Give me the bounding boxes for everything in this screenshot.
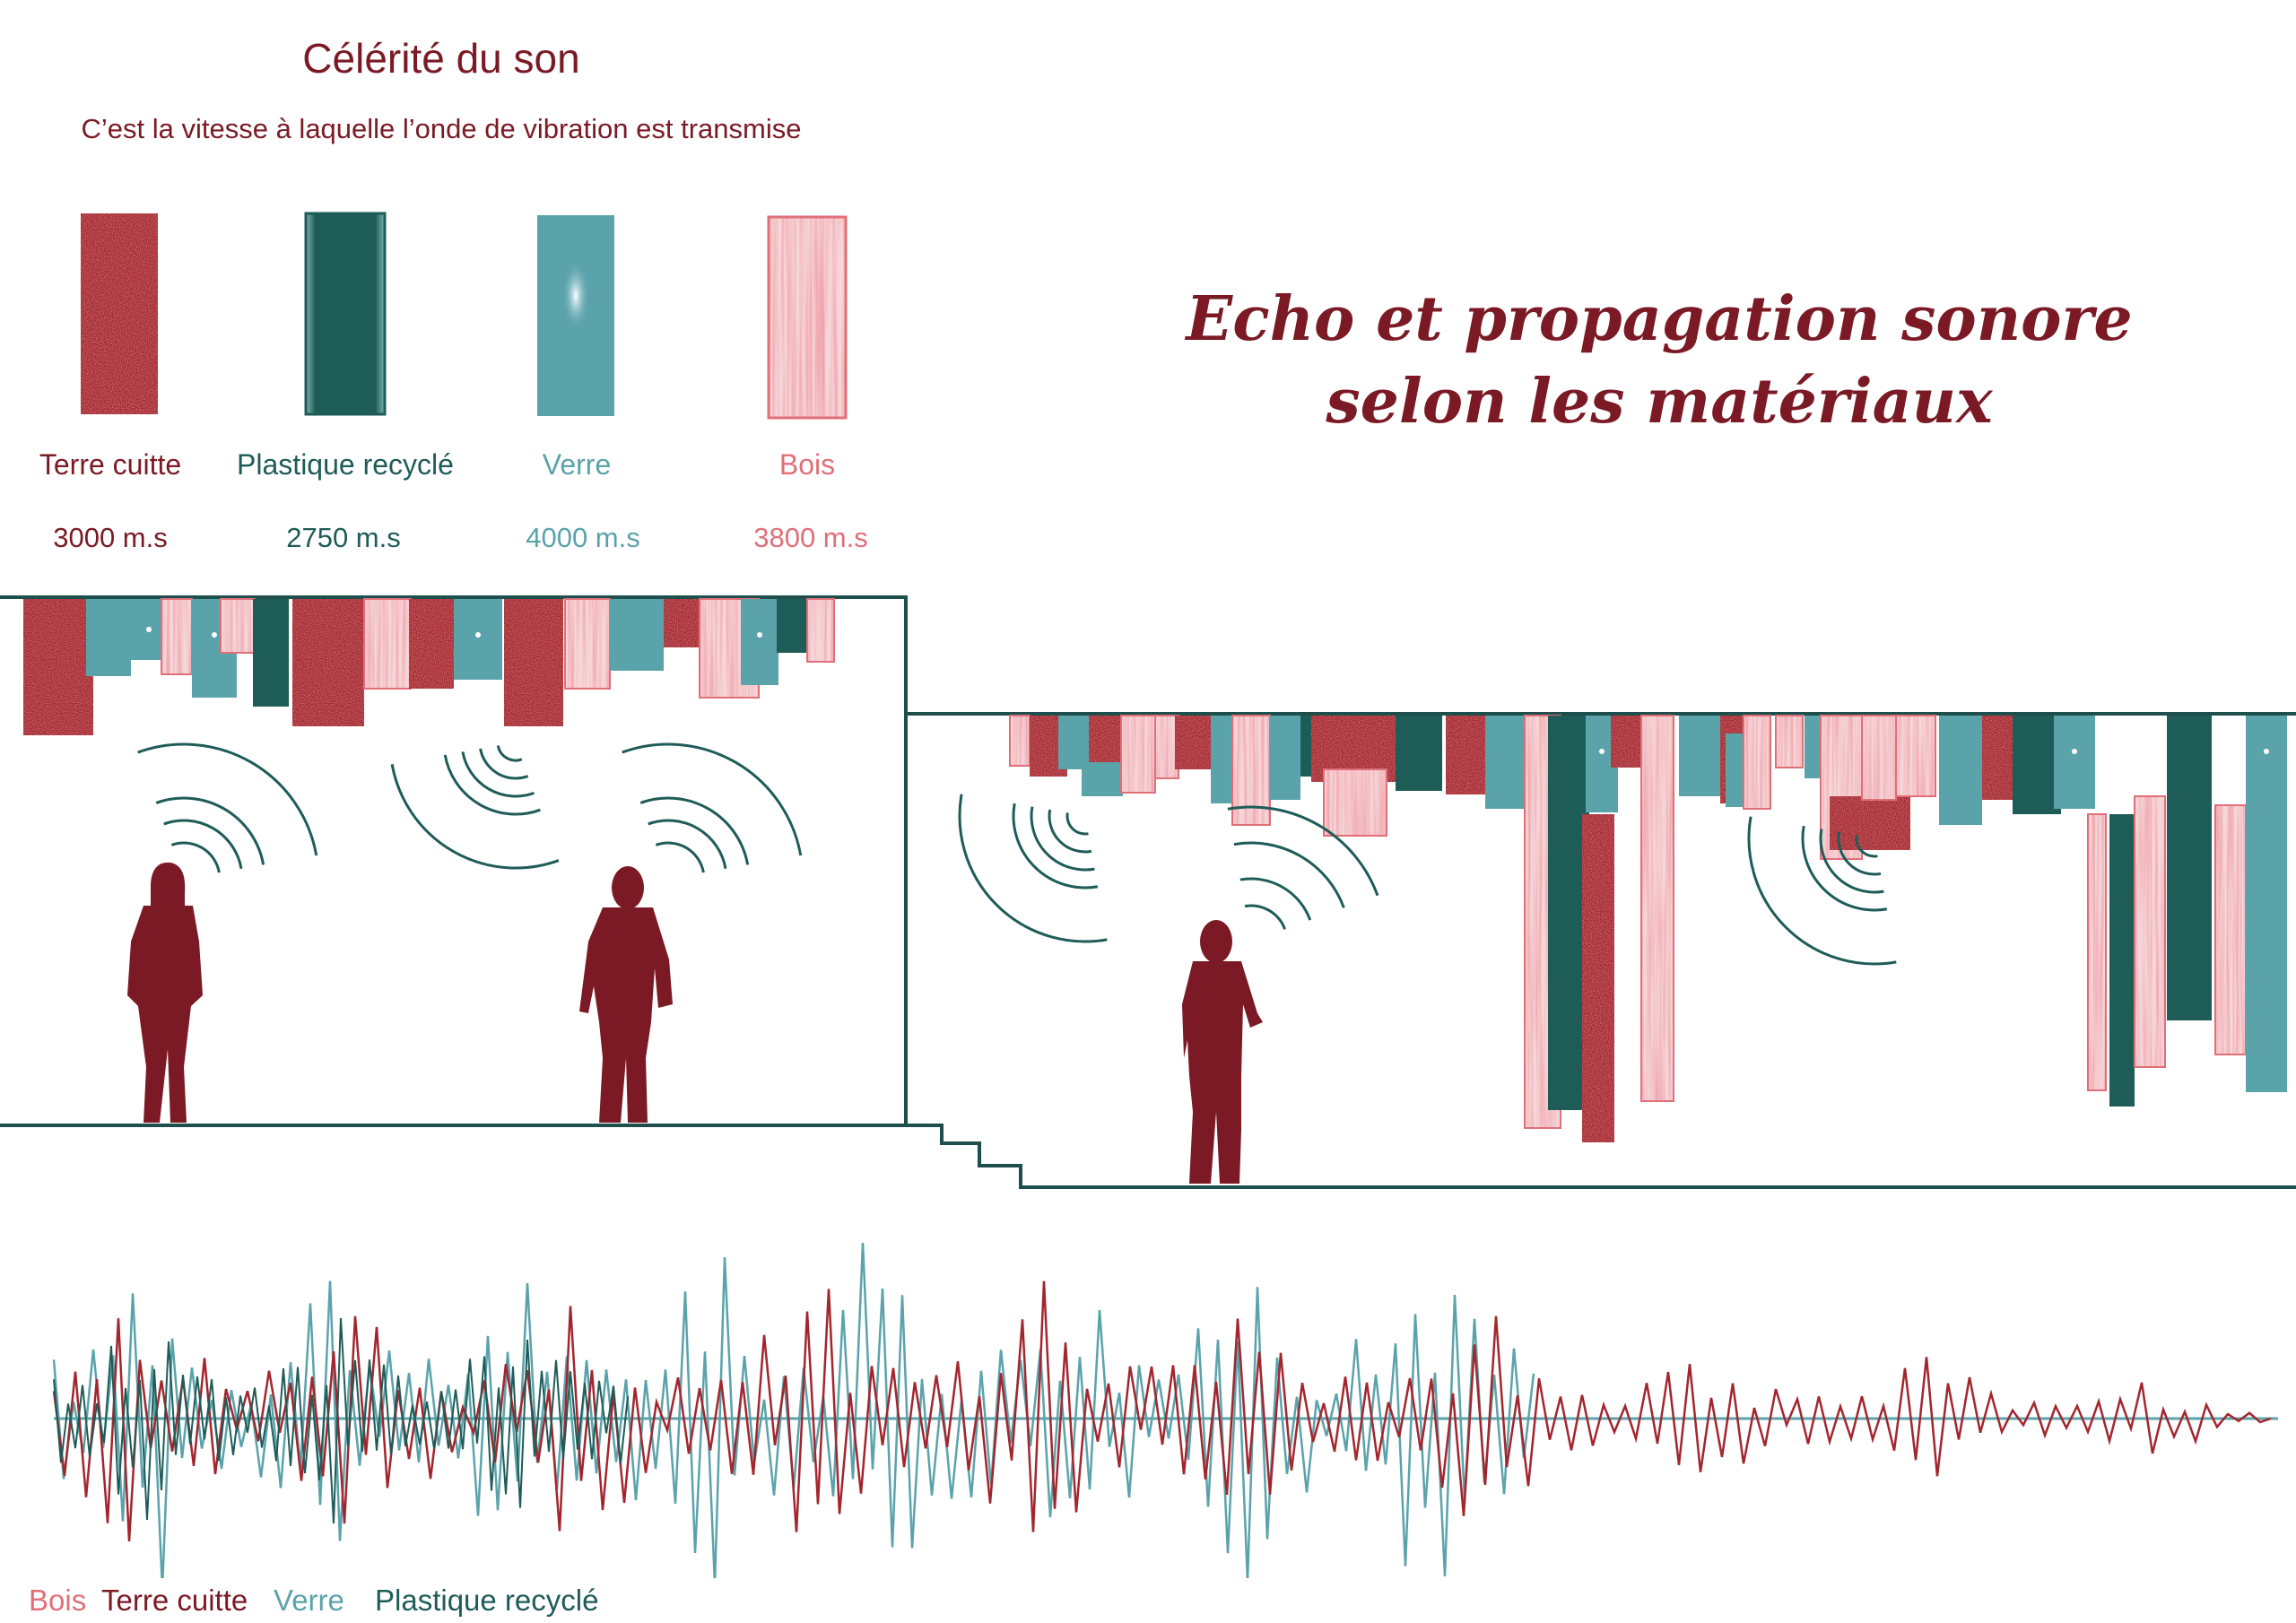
sound-wave-arc	[1244, 904, 1286, 930]
room-scene	[0, 595, 2296, 1189]
celerite-subtitle: C’est la vitesse à laquelle l’onde de vi…	[81, 113, 802, 144]
ceiling-panel-verre	[454, 599, 502, 680]
waveform	[52, 1243, 2278, 1578]
speed-terre-cuitte: 3000 m.s	[53, 522, 168, 553]
swatch-plastique	[304, 212, 387, 416]
ceiling-panel-bois	[2087, 813, 2107, 1091]
ceiling-panel-terre	[1175, 716, 1211, 769]
ceiling-panel-verre	[1485, 716, 1525, 809]
waveform-terre-cuitte	[52, 1280, 2272, 1542]
sound-wave-arc	[1239, 877, 1312, 921]
legend-terre-cuitte: Terre cuitte	[101, 1584, 248, 1617]
ceiling-panel-verre	[1939, 716, 1982, 825]
ceiling-panel-bois	[1323, 768, 1387, 837]
ceiling-panel-plastique	[2013, 716, 2061, 814]
swatch-bois	[767, 215, 848, 420]
sound-wave-arc	[648, 819, 727, 869]
ceiling-panel-bois	[2214, 804, 2247, 1055]
swatch-verre	[537, 215, 614, 416]
label-terre-cuitte: Terre cuitte	[39, 448, 182, 481]
ceiling-panel-verre	[610, 599, 664, 671]
legend-verre: Verre	[274, 1584, 344, 1617]
label-verre: Verre	[542, 448, 612, 481]
sound-wave-arc	[1065, 812, 1089, 836]
ceiling-panel-terre	[504, 599, 563, 726]
room-outline	[0, 595, 2296, 1189]
ceiling-panel-bois	[1895, 715, 1936, 797]
speed-verre: 4000 m.s	[526, 522, 640, 553]
sound-wave-arc	[1048, 809, 1092, 854]
legend-plastique: Plastique recyclé	[375, 1584, 599, 1617]
sound-wave-arc	[163, 819, 243, 869]
ceiling-panel-terre	[1582, 814, 1614, 1142]
ceiling-panel-bois	[363, 598, 412, 690]
ceiling-panel-plastique	[1396, 716, 1442, 791]
sound-wave-arc	[155, 796, 265, 865]
sound-wave-arc	[1837, 831, 1882, 876]
swatch-terre-cuitte	[81, 213, 158, 414]
ceiling-panels	[23, 598, 2287, 1142]
sound-wave-arc	[1819, 829, 1884, 894]
sound-wave-arc	[496, 745, 523, 762]
ceiling-panel-bois	[1861, 715, 1897, 801]
ceiling-panel-verre	[2246, 716, 2287, 1092]
person-silhouette-man-2	[1182, 920, 1263, 1184]
ceiling-panel-plastique	[2167, 716, 2212, 1020]
person-silhouette-man-1	[579, 866, 673, 1123]
person-silhouette-woman	[127, 862, 203, 1123]
waveform-plastique	[53, 1317, 629, 1523]
label-plastique: Plastique recyclé	[237, 448, 454, 481]
ceiling-panel-terre	[23, 599, 93, 735]
ceiling-panel-terre	[409, 599, 454, 689]
ceiling-panel-bois	[1009, 715, 1031, 767]
sound-wave-arc	[622, 742, 803, 856]
ceiling-panel-bois	[806, 598, 835, 663]
sound-wave-arc	[639, 796, 750, 865]
sound-wave-arc	[390, 764, 560, 870]
sound-wave-arc	[1030, 806, 1095, 872]
ceiling-panel-bois	[1640, 715, 1674, 1102]
ceiling-panel-plastique	[253, 599, 289, 707]
sound-wave-arc	[170, 841, 221, 873]
ceiling-panel-terre	[1446, 716, 1487, 794]
ceiling-panel-verre	[2054, 716, 2095, 809]
ceiling-panel-verre	[86, 599, 131, 676]
main-title: Echo et propagation sonore selon les mat…	[1157, 278, 2161, 443]
ceiling-panel-verre	[741, 599, 778, 685]
speed-bois: 3800 m.s	[753, 522, 868, 553]
material-swatches	[81, 212, 848, 420]
speed-plastique: 2750 m.s	[286, 522, 401, 553]
ceiling-panel-bois	[220, 598, 256, 654]
ceiling-panel-bois	[161, 598, 193, 675]
sound-wave-arc	[461, 751, 535, 798]
ceiling-panel-verre	[1270, 716, 1300, 800]
ceiling-panel-bois	[564, 598, 611, 690]
sound-wave-arc	[1747, 816, 1897, 966]
sound-wave-arc	[137, 742, 318, 856]
ceiling-panel-terre	[292, 599, 364, 726]
ceiling-panel-bois	[2134, 795, 2166, 1068]
ceiling-panel-terre	[1830, 796, 1910, 850]
sound-wave-arc	[1227, 805, 1379, 897]
main-title-line1: Echo et propagation sonore	[1186, 283, 2133, 355]
ceiling-panel-plastique	[2109, 814, 2135, 1107]
ceiling-panel-bois	[1120, 715, 1156, 794]
sound-wave-arc	[1801, 825, 1888, 912]
sound-wave-arc	[443, 754, 541, 816]
sound-waves	[137, 742, 1897, 966]
ceiling-panel-terre	[1982, 716, 2014, 800]
ceiling-panel-bois	[1743, 715, 1771, 810]
label-bois: Bois	[778, 448, 836, 481]
sound-wave-arc	[479, 748, 529, 780]
ceiling-panel-plastique	[777, 599, 807, 653]
sound-wave-arc	[1855, 835, 1878, 858]
sound-wave-arc	[958, 794, 1108, 943]
sound-wave-arc	[1233, 841, 1345, 908]
sound-wave-arc	[655, 841, 705, 873]
ceiling-panel-bois	[1775, 715, 1804, 768]
legend-bois: Bois	[29, 1584, 87, 1617]
celerite-title: Célérité du son	[302, 35, 580, 82]
sound-wave-arc	[1012, 803, 1099, 890]
main-title-line2: selon les matériaux	[1326, 366, 1993, 438]
